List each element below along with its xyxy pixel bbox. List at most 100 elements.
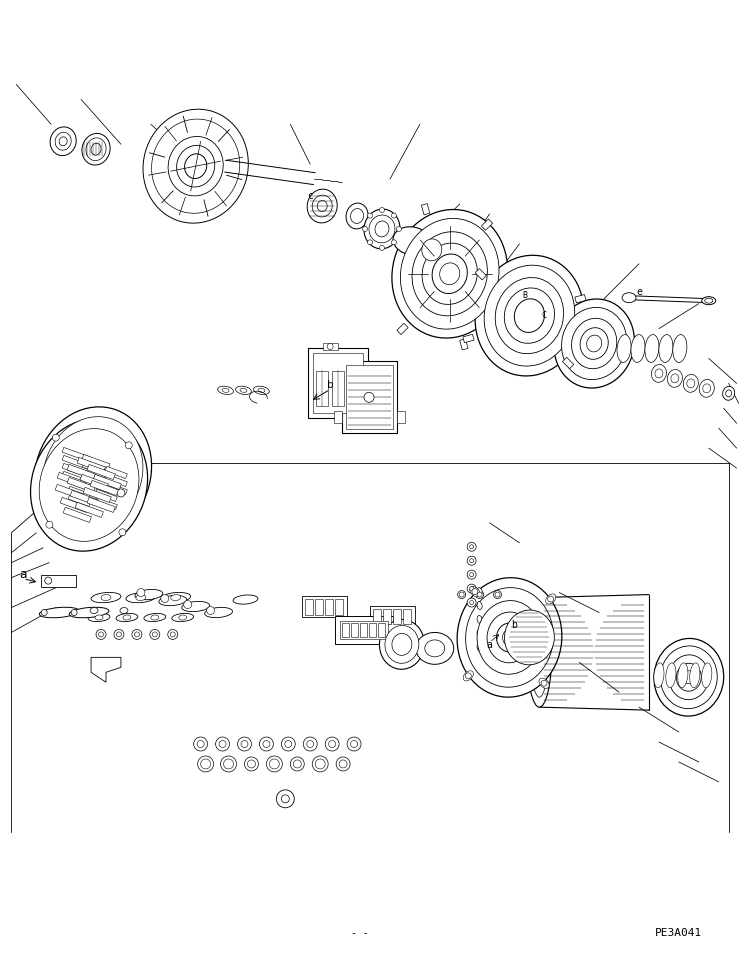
- Ellipse shape: [440, 263, 459, 285]
- Bar: [62, 455, 90, 470]
- Bar: [323, 343, 338, 351]
- Circle shape: [467, 557, 476, 565]
- Circle shape: [467, 585, 476, 593]
- Ellipse shape: [400, 219, 499, 329]
- Text: b: b: [512, 620, 518, 631]
- Bar: [93, 475, 121, 489]
- Ellipse shape: [683, 671, 695, 684]
- Circle shape: [276, 790, 294, 808]
- Bar: [95, 482, 117, 493]
- Ellipse shape: [240, 388, 247, 392]
- Ellipse shape: [217, 386, 233, 395]
- Circle shape: [134, 632, 140, 637]
- Ellipse shape: [655, 369, 663, 377]
- Bar: [68, 486, 90, 499]
- Circle shape: [198, 756, 214, 772]
- Ellipse shape: [678, 663, 688, 688]
- Bar: [82, 479, 110, 492]
- Ellipse shape: [504, 610, 554, 664]
- Bar: [459, 339, 468, 350]
- Ellipse shape: [470, 586, 480, 597]
- Bar: [463, 334, 474, 343]
- Ellipse shape: [161, 594, 169, 603]
- Circle shape: [270, 759, 279, 768]
- Bar: [342, 623, 349, 638]
- Circle shape: [470, 545, 474, 549]
- Ellipse shape: [55, 132, 71, 150]
- Ellipse shape: [684, 375, 698, 392]
- Circle shape: [45, 577, 52, 585]
- Ellipse shape: [458, 590, 465, 599]
- Bar: [87, 497, 115, 512]
- Ellipse shape: [86, 138, 106, 161]
- Text: c: c: [307, 191, 313, 201]
- Ellipse shape: [527, 598, 552, 707]
- Circle shape: [467, 598, 476, 607]
- Circle shape: [477, 592, 482, 597]
- Ellipse shape: [253, 386, 270, 395]
- Circle shape: [470, 559, 474, 562]
- Ellipse shape: [95, 615, 103, 620]
- Ellipse shape: [477, 643, 482, 651]
- Ellipse shape: [725, 390, 731, 397]
- Ellipse shape: [136, 594, 146, 601]
- Bar: [397, 411, 405, 423]
- Circle shape: [193, 737, 208, 751]
- Ellipse shape: [495, 277, 563, 353]
- Ellipse shape: [152, 119, 240, 213]
- Ellipse shape: [503, 630, 516, 645]
- Ellipse shape: [364, 209, 400, 248]
- Ellipse shape: [463, 671, 474, 681]
- Ellipse shape: [135, 589, 163, 600]
- Ellipse shape: [571, 319, 617, 369]
- Ellipse shape: [703, 384, 710, 393]
- Circle shape: [541, 680, 547, 687]
- Ellipse shape: [184, 601, 192, 609]
- Bar: [351, 623, 358, 638]
- Ellipse shape: [622, 293, 636, 302]
- Circle shape: [282, 794, 289, 803]
- Text: a: a: [486, 640, 492, 650]
- Ellipse shape: [120, 608, 128, 613]
- Circle shape: [46, 521, 53, 528]
- Ellipse shape: [392, 634, 412, 656]
- Ellipse shape: [539, 678, 549, 689]
- Circle shape: [350, 741, 358, 747]
- Circle shape: [241, 741, 248, 747]
- Bar: [80, 475, 108, 489]
- Bar: [403, 609, 411, 624]
- Ellipse shape: [40, 608, 79, 618]
- Circle shape: [117, 489, 125, 497]
- Bar: [70, 490, 99, 506]
- Ellipse shape: [545, 594, 556, 604]
- Ellipse shape: [457, 578, 562, 697]
- Bar: [105, 466, 127, 479]
- Ellipse shape: [43, 417, 143, 530]
- Circle shape: [364, 392, 374, 403]
- Circle shape: [201, 759, 211, 768]
- Ellipse shape: [50, 127, 76, 156]
- Ellipse shape: [346, 395, 364, 405]
- Bar: [41, 575, 76, 586]
- Circle shape: [336, 757, 350, 771]
- Ellipse shape: [477, 602, 482, 610]
- Circle shape: [465, 673, 471, 679]
- Circle shape: [170, 632, 176, 637]
- Polygon shape: [91, 658, 121, 682]
- Bar: [475, 269, 486, 280]
- Circle shape: [391, 213, 397, 218]
- Ellipse shape: [392, 210, 507, 338]
- Ellipse shape: [477, 601, 542, 674]
- Circle shape: [99, 632, 104, 637]
- Bar: [335, 616, 393, 644]
- Ellipse shape: [123, 615, 131, 620]
- Bar: [332, 372, 344, 406]
- Bar: [348, 372, 360, 406]
- Ellipse shape: [171, 594, 181, 601]
- Ellipse shape: [689, 663, 700, 688]
- Ellipse shape: [346, 203, 368, 229]
- Text: - -: - -: [351, 928, 369, 938]
- Ellipse shape: [207, 607, 214, 614]
- Ellipse shape: [631, 334, 645, 362]
- Text: e: e: [636, 287, 642, 297]
